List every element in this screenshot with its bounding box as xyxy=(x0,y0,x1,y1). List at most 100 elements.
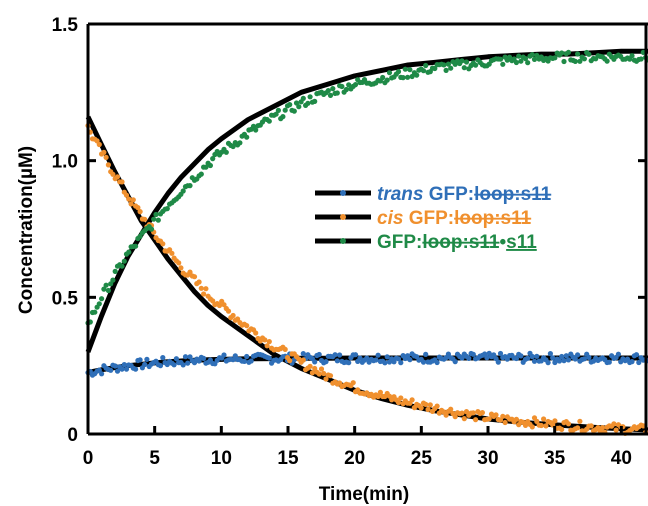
data-point xyxy=(130,197,136,203)
data-point xyxy=(373,357,379,363)
data-point xyxy=(137,209,143,215)
legend-main: GFP: xyxy=(423,184,474,205)
data-point xyxy=(541,416,547,422)
legend-suffix: • xyxy=(499,232,506,253)
data-point xyxy=(253,127,259,133)
data-point xyxy=(312,98,318,104)
data-point xyxy=(112,268,118,274)
data-point xyxy=(473,417,479,423)
data-point xyxy=(266,355,272,361)
legend-underlined: s11 xyxy=(506,232,537,253)
data-point xyxy=(99,371,105,377)
data-point xyxy=(525,60,531,66)
series-1-points xyxy=(85,123,648,436)
data-point xyxy=(207,162,213,169)
legend-struck: loop:s11 xyxy=(474,184,552,205)
data-point xyxy=(323,376,329,382)
data-point xyxy=(307,94,313,100)
data-point xyxy=(273,111,279,117)
data-point xyxy=(575,352,581,358)
y-tick-label: 1.0 xyxy=(52,152,78,173)
y-tick-label: 0 xyxy=(67,425,78,446)
data-point xyxy=(160,241,166,247)
data-point xyxy=(241,358,247,364)
x-tick-label: 15 xyxy=(277,448,299,469)
data-point xyxy=(448,65,454,71)
data-point xyxy=(375,393,381,400)
data-point xyxy=(346,360,352,366)
data-point xyxy=(191,274,198,280)
data-point xyxy=(169,250,175,256)
data-point xyxy=(575,425,581,431)
data-point xyxy=(352,82,359,88)
data-point xyxy=(330,86,336,92)
data-point xyxy=(581,356,588,362)
data-point xyxy=(185,360,191,366)
data-point xyxy=(108,367,114,373)
data-point xyxy=(264,343,270,349)
data-point xyxy=(522,56,529,62)
data-point xyxy=(427,402,433,408)
data-point xyxy=(253,330,259,336)
data-point xyxy=(101,149,107,155)
data-point xyxy=(282,346,288,352)
data-point xyxy=(400,75,406,81)
data-point xyxy=(479,410,485,416)
data-point xyxy=(552,55,558,61)
legend-struck: loop:s11 xyxy=(454,208,532,229)
data-point xyxy=(522,422,529,428)
data-point xyxy=(121,362,127,368)
data-point xyxy=(266,339,272,345)
data-point xyxy=(407,357,413,363)
data-point xyxy=(441,62,447,68)
data-point xyxy=(182,354,189,360)
data-point xyxy=(223,149,229,155)
series-0-points xyxy=(85,350,648,378)
data-point xyxy=(282,107,288,113)
data-point xyxy=(201,355,207,361)
data-point xyxy=(153,211,159,218)
data-point xyxy=(461,65,467,71)
legend-label: cis GFP:loop:s11 xyxy=(377,208,532,229)
data-point xyxy=(210,156,216,162)
data-point xyxy=(563,353,569,359)
data-point xyxy=(135,205,141,211)
data-point xyxy=(312,359,318,365)
legend-prefix: cis xyxy=(377,208,403,229)
data-point xyxy=(287,358,293,364)
data-point xyxy=(375,352,381,358)
data-point xyxy=(99,296,105,302)
data-point xyxy=(575,51,581,57)
x-tick-label: 35 xyxy=(544,448,566,469)
data-point xyxy=(525,355,531,361)
data-point xyxy=(425,406,431,413)
legend-label: trans GFP:loop:s11 xyxy=(377,184,552,205)
data-point xyxy=(119,263,125,269)
data-point xyxy=(101,286,107,292)
legend-marker xyxy=(340,190,346,196)
data-point xyxy=(543,423,549,429)
data-point xyxy=(123,366,130,372)
data-point xyxy=(531,56,538,63)
data-point xyxy=(248,358,254,364)
data-point xyxy=(300,95,306,101)
data-point xyxy=(123,192,130,198)
data-point xyxy=(316,351,322,358)
data-point xyxy=(434,359,440,366)
data-point xyxy=(534,353,540,359)
data-point xyxy=(300,351,306,357)
data-point xyxy=(316,371,322,377)
data-point xyxy=(561,358,567,364)
data-point xyxy=(629,359,635,365)
data-point xyxy=(334,90,340,96)
data-point xyxy=(420,68,427,74)
data-point xyxy=(588,423,594,429)
data-point xyxy=(502,419,508,426)
data-point xyxy=(577,418,583,424)
data-point xyxy=(216,302,223,309)
data-point xyxy=(581,56,588,62)
data-point xyxy=(221,352,227,358)
data-point xyxy=(386,70,393,76)
